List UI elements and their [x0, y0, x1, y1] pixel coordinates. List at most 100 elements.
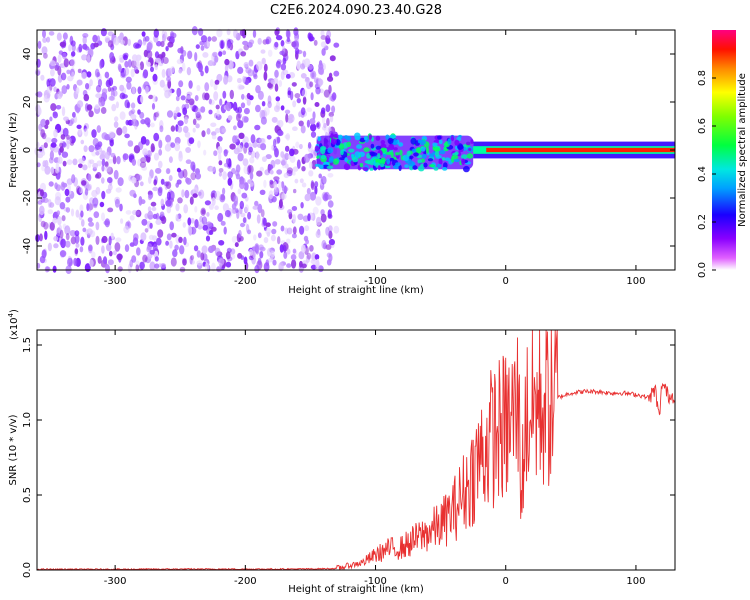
heat-blob	[398, 164, 402, 171]
heat-blob	[217, 146, 223, 154]
heat-blob	[97, 79, 103, 87]
heat-blob	[61, 85, 68, 95]
heat-blob	[344, 157, 348, 163]
heat-blob	[172, 249, 178, 258]
heat-blob	[316, 216, 322, 226]
heat-blob	[186, 67, 192, 76]
heat-blob	[261, 156, 267, 163]
heat-blob	[299, 178, 304, 184]
heat-blob	[216, 109, 220, 117]
heat-blob	[417, 159, 423, 164]
heat-blob	[105, 264, 110, 274]
heat-blob	[211, 197, 216, 206]
heat-blob	[189, 255, 193, 265]
heat-blob	[112, 85, 118, 91]
heat-blob	[268, 190, 274, 200]
heat-blob	[450, 135, 455, 142]
heat-blob	[199, 215, 204, 223]
heat-blob	[274, 28, 280, 36]
heat-blob	[238, 132, 245, 139]
heat-blob	[425, 146, 430, 154]
heat-blob	[224, 58, 230, 66]
heat-blob	[208, 98, 212, 105]
heat-blob	[75, 243, 80, 248]
heat-blob	[130, 109, 136, 114]
heat-blob	[50, 60, 56, 67]
heat-blob	[284, 134, 290, 140]
heat-blob	[180, 95, 186, 101]
heat-blob	[377, 153, 381, 159]
heat-blob	[255, 104, 261, 113]
heat-blob	[173, 110, 178, 117]
heat-blob	[81, 157, 85, 164]
heat-blob	[375, 135, 381, 141]
heat-blob	[362, 167, 369, 172]
heat-blob	[364, 160, 372, 164]
heat-blob	[286, 248, 291, 255]
heat-blob	[301, 166, 306, 172]
spectrogram-x-label: Height of straight line (km)	[288, 285, 424, 296]
heat-blob	[119, 57, 125, 63]
heat-blob	[150, 122, 155, 128]
heat-blob	[273, 181, 278, 190]
heat-blob	[59, 229, 64, 239]
heat-blob	[320, 147, 326, 155]
heat-blob	[37, 40, 42, 50]
heat-blob	[66, 134, 70, 140]
heat-blob	[225, 261, 232, 268]
heat-blob	[212, 51, 218, 58]
heat-blob	[280, 158, 288, 166]
heat-blob	[299, 143, 303, 150]
heat-blob	[129, 215, 135, 221]
heat-blob	[108, 235, 112, 246]
heat-blob	[296, 98, 301, 104]
heat-blob	[49, 84, 53, 91]
heat-blob	[241, 192, 248, 199]
heat-blob	[188, 226, 193, 236]
heat-blob	[273, 189, 279, 195]
heat-blob	[115, 237, 122, 243]
heat-blob	[216, 28, 223, 38]
heat-blob	[139, 161, 147, 168]
heat-blob	[95, 151, 100, 156]
heat-blob	[62, 127, 69, 137]
heat-blob	[158, 139, 163, 149]
heat-blob	[187, 217, 192, 226]
heat-blob	[380, 143, 387, 149]
heat-blob	[83, 128, 89, 137]
heat-blob	[227, 171, 233, 179]
heat-blob	[388, 143, 395, 151]
heat-blob	[109, 250, 113, 257]
heat-blob	[420, 146, 426, 152]
heat-blob	[167, 79, 172, 89]
snr-x-label: Height of straight line (km)	[288, 584, 424, 595]
heat-blob	[79, 204, 84, 212]
heat-blob	[389, 157, 395, 162]
heat-blob	[166, 168, 171, 174]
heat-blob	[40, 189, 44, 197]
heat-blob	[302, 50, 307, 58]
heat-blob	[56, 32, 62, 41]
heat-blob	[204, 65, 209, 74]
heat-blob	[167, 41, 174, 48]
heat-blob	[268, 164, 274, 170]
heat-blob	[195, 123, 200, 129]
heat-blob	[247, 164, 252, 173]
heat-blob	[256, 170, 263, 177]
heat-blob	[248, 95, 254, 101]
heat-blob	[208, 109, 213, 115]
heat-blob	[370, 152, 378, 157]
heat-blob	[298, 251, 305, 260]
heat-blob	[286, 227, 293, 235]
heat-blob	[306, 252, 312, 260]
colorbar-ticks: 0.0 0.2 0.4 0.6 0.8	[697, 70, 716, 278]
heat-blob	[136, 64, 141, 70]
heat-blob	[37, 107, 42, 116]
heat-blob	[53, 129, 58, 138]
heat-blob	[314, 181, 319, 188]
heat-blob	[122, 126, 128, 134]
heat-blob	[147, 122, 151, 128]
heat-blob	[243, 107, 250, 115]
heat-blob	[412, 148, 417, 153]
heat-blob	[286, 37, 291, 43]
